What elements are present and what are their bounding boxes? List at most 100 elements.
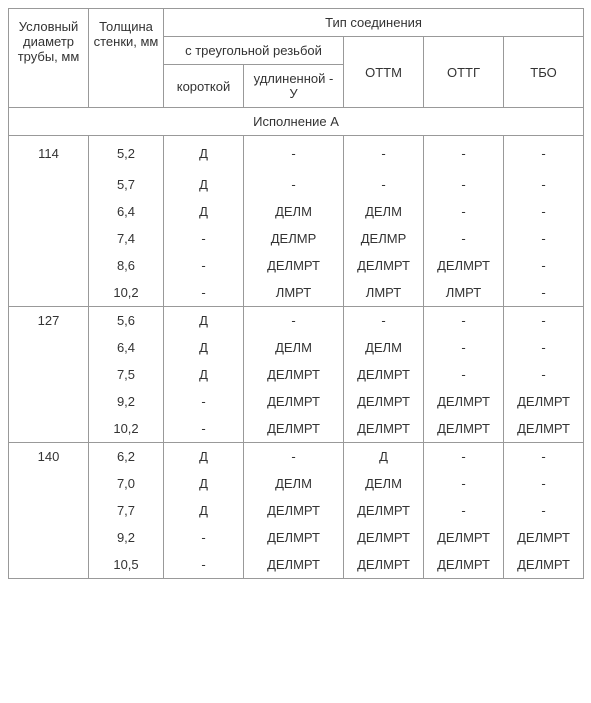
cell-wall: 5,6 bbox=[89, 307, 164, 335]
cell-ottg: ДЕЛМРТ bbox=[424, 415, 504, 443]
cell-wall: 9,2 bbox=[89, 524, 164, 551]
cell-ottg: - bbox=[424, 225, 504, 252]
cell-wall: 10,5 bbox=[89, 551, 164, 579]
cell-diameter bbox=[9, 361, 89, 388]
cell-tbo: ДЕЛМРТ bbox=[504, 551, 584, 579]
cell-diameter bbox=[9, 470, 89, 497]
cell-ottg: ДЕЛМРТ bbox=[424, 551, 504, 579]
cell-short: Д bbox=[164, 361, 244, 388]
header-triangular: с треугольной резьбой bbox=[164, 37, 344, 65]
cell-diameter bbox=[9, 551, 89, 579]
cell-diameter: 140 bbox=[9, 443, 89, 471]
cell-short: - bbox=[164, 225, 244, 252]
cell-long: ДЕЛМРТ bbox=[244, 361, 344, 388]
cell-long: - bbox=[244, 171, 344, 198]
cell-ottg: - bbox=[424, 198, 504, 225]
cell-long: - bbox=[244, 136, 344, 172]
cell-short: Д bbox=[164, 497, 244, 524]
cell-long: ДЕЛМ bbox=[244, 198, 344, 225]
cell-wall: 6,2 bbox=[89, 443, 164, 471]
cell-tbo: - bbox=[504, 334, 584, 361]
cell-tbo: - bbox=[504, 361, 584, 388]
cell-ottm: ДЕЛМ bbox=[344, 198, 424, 225]
cell-tbo: ДЕЛМРТ bbox=[504, 388, 584, 415]
cell-ottg: - bbox=[424, 443, 504, 471]
cell-diameter bbox=[9, 198, 89, 225]
cell-wall: 5,2 bbox=[89, 136, 164, 172]
cell-diameter bbox=[9, 171, 89, 198]
cell-wall: 10,2 bbox=[89, 415, 164, 443]
cell-diameter bbox=[9, 334, 89, 361]
cell-ottg: - bbox=[424, 171, 504, 198]
cell-tbo: ДЕЛМРТ bbox=[504, 415, 584, 443]
cell-short: Д bbox=[164, 443, 244, 471]
cell-ottg: ДЕЛМРТ bbox=[424, 388, 504, 415]
header-tbo: ТБО bbox=[504, 37, 584, 108]
cell-long: ЛМРТ bbox=[244, 279, 344, 307]
cell-ottm: ДЕЛМР bbox=[344, 225, 424, 252]
cell-short: - bbox=[164, 551, 244, 579]
cell-ottg: - bbox=[424, 136, 504, 172]
cell-wall: 7,7 bbox=[89, 497, 164, 524]
cell-ottm: ДЕЛМРТ bbox=[344, 524, 424, 551]
cell-long: ДЕЛМР bbox=[244, 225, 344, 252]
cell-short: Д bbox=[164, 198, 244, 225]
cell-wall: 7,5 bbox=[89, 361, 164, 388]
header-long: удлиненной - У bbox=[244, 65, 344, 108]
cell-short: - bbox=[164, 252, 244, 279]
cell-ottg: - bbox=[424, 334, 504, 361]
cell-tbo: - bbox=[504, 279, 584, 307]
cell-wall: 6,4 bbox=[89, 198, 164, 225]
cell-wall: 10,2 bbox=[89, 279, 164, 307]
cell-ottm: ДЕЛМРТ bbox=[344, 388, 424, 415]
cell-tbo: ДЕЛМРТ bbox=[504, 524, 584, 551]
cell-short: - bbox=[164, 279, 244, 307]
cell-ottg: - bbox=[424, 497, 504, 524]
cell-ottm: - bbox=[344, 171, 424, 198]
cell-tbo: - bbox=[504, 225, 584, 252]
cell-ottg: ЛМРТ bbox=[424, 279, 504, 307]
pipe-connection-table: Условный диаметр трубы, мм Толщина стенк… bbox=[8, 8, 584, 579]
cell-ottg: - bbox=[424, 307, 504, 335]
header-ottm: ОТТМ bbox=[344, 37, 424, 108]
cell-ottm: Д bbox=[344, 443, 424, 471]
cell-wall: 7,0 bbox=[89, 470, 164, 497]
cell-ottm: ДЕЛМРТ bbox=[344, 252, 424, 279]
cell-short: - bbox=[164, 388, 244, 415]
cell-tbo: - bbox=[504, 443, 584, 471]
cell-diameter bbox=[9, 252, 89, 279]
section-a-header: Исполнение А bbox=[9, 108, 584, 136]
cell-short: Д bbox=[164, 136, 244, 172]
cell-diameter bbox=[9, 524, 89, 551]
cell-diameter: 114 bbox=[9, 136, 89, 172]
cell-diameter bbox=[9, 225, 89, 252]
cell-long: ДЕЛМ bbox=[244, 334, 344, 361]
cell-tbo: - bbox=[504, 198, 584, 225]
cell-long: ДЕЛМРТ bbox=[244, 497, 344, 524]
cell-long: ДЕЛМРТ bbox=[244, 415, 344, 443]
cell-diameter bbox=[9, 415, 89, 443]
cell-long: - bbox=[244, 443, 344, 471]
cell-wall: 8,6 bbox=[89, 252, 164, 279]
cell-long: ДЕЛМРТ bbox=[244, 551, 344, 579]
header-connection-type: Тип соединения bbox=[164, 9, 584, 37]
cell-diameter bbox=[9, 388, 89, 415]
cell-short: Д bbox=[164, 307, 244, 335]
cell-tbo: - bbox=[504, 307, 584, 335]
cell-wall: 6,4 bbox=[89, 334, 164, 361]
header-wall: Толщина стенки, мм bbox=[89, 9, 164, 108]
cell-diameter bbox=[9, 497, 89, 524]
cell-ottm: - bbox=[344, 136, 424, 172]
cell-tbo: - bbox=[504, 252, 584, 279]
cell-short: - bbox=[164, 524, 244, 551]
cell-diameter: 127 bbox=[9, 307, 89, 335]
cell-short: Д bbox=[164, 334, 244, 361]
cell-diameter bbox=[9, 279, 89, 307]
cell-wall: 5,7 bbox=[89, 171, 164, 198]
cell-ottm: ДЕЛМ bbox=[344, 334, 424, 361]
cell-ottm: ДЕЛМРТ bbox=[344, 415, 424, 443]
cell-ottm: ДЕЛМРТ bbox=[344, 497, 424, 524]
cell-tbo: - bbox=[504, 171, 584, 198]
cell-ottg: - bbox=[424, 470, 504, 497]
cell-tbo: - bbox=[504, 497, 584, 524]
